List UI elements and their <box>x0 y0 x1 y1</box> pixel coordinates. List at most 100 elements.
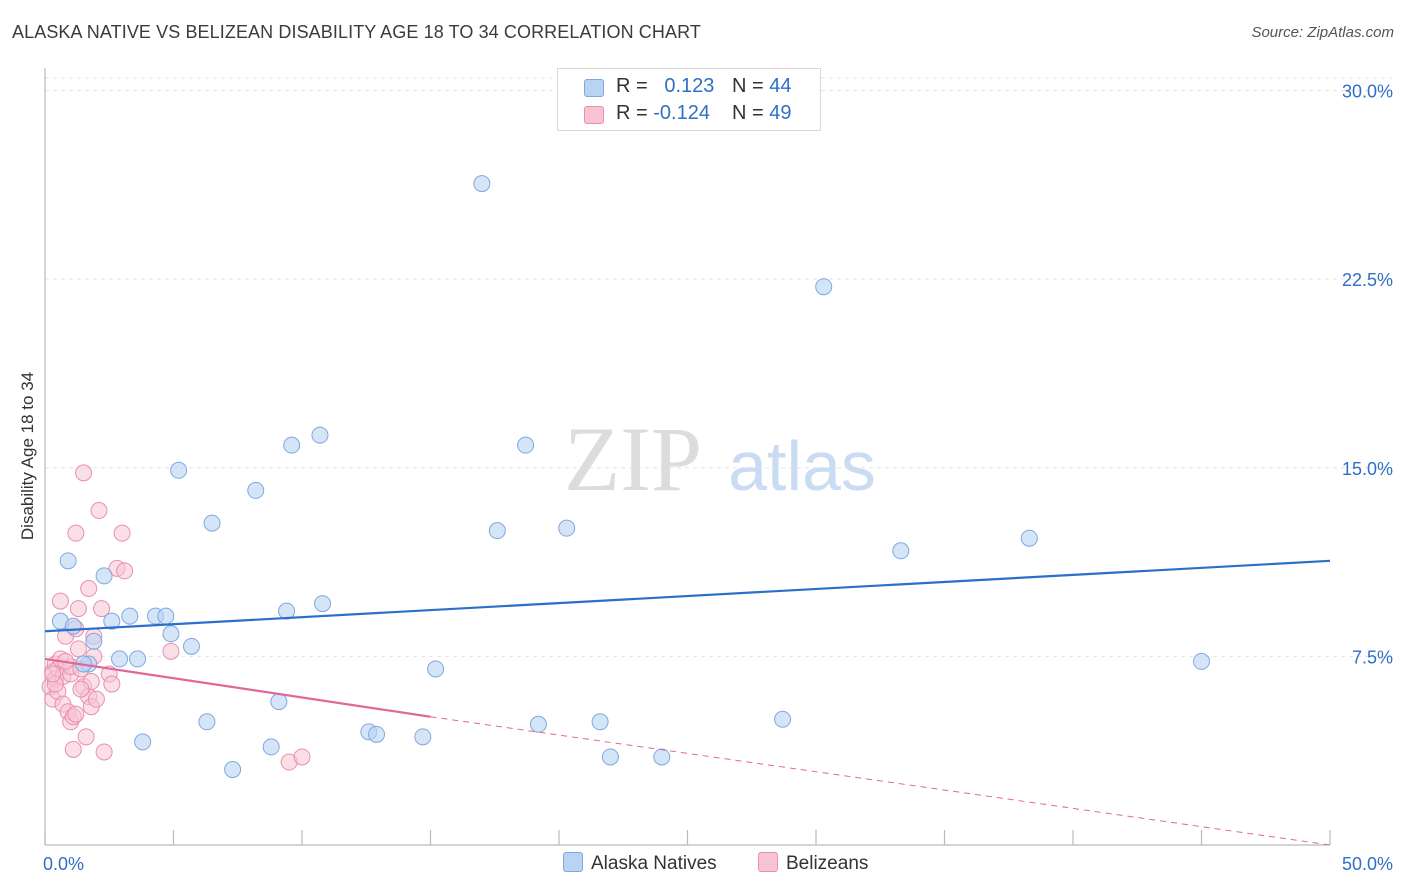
alaska-native-point <box>517 436 535 454</box>
belizean-point <box>69 640 87 658</box>
legend-n-value: 44 <box>769 75 792 97</box>
alaska-native-point <box>1193 652 1210 670</box>
y-tick-label: 7.5% <box>1352 647 1393 667</box>
belizeans-points <box>41 464 311 771</box>
belizean-point <box>95 743 113 761</box>
legend-r-label: R = <box>616 75 648 97</box>
legend-swatch-pink <box>758 852 778 872</box>
legend-label: Belizeans <box>786 853 869 874</box>
belizean-point <box>67 524 85 542</box>
alaska-native-point <box>774 710 792 728</box>
belizean-point <box>77 728 95 746</box>
legend-n-label: N = <box>732 75 764 97</box>
alaska-native-point <box>278 602 296 620</box>
gridlines <box>45 77 1392 657</box>
alaska-native-point <box>157 607 175 625</box>
belizean-point <box>72 680 90 698</box>
belizean-point <box>93 600 111 618</box>
x-tick-label: 0.0% <box>43 854 84 874</box>
legend-r-value: -0.124 <box>653 102 710 124</box>
belizean-point <box>67 705 85 723</box>
alaska-native-point <box>134 733 152 751</box>
alaska-native-point <box>224 761 242 779</box>
alaska-natives-points <box>51 175 1210 779</box>
alaska-natives-trend-line <box>44 559 1331 633</box>
alaska-native-point <box>59 552 77 570</box>
tick-labels: 7.5% 15.0% 22.5% 30.0% 0.0% 50.0% <box>43 82 1393 874</box>
legend-r-text: R = -0.124 <box>616 102 710 125</box>
belizean-point <box>51 592 69 610</box>
alaska-native-point <box>85 632 103 650</box>
belizean-point <box>80 579 98 597</box>
y-tick-label: 30.0% <box>1342 82 1393 102</box>
legend-n-text: N = 49 <box>732 102 792 125</box>
alaska-native-point <box>601 748 619 766</box>
legend-n-label: N = <box>732 102 764 124</box>
alaska-native-point <box>95 567 113 585</box>
belizean-point <box>64 740 82 758</box>
y-tick-label: 15.0% <box>1342 459 1393 479</box>
belizean-point <box>44 665 62 683</box>
legend-item-belizeans: Belizeans <box>758 852 868 875</box>
alaska-native-point <box>247 481 265 499</box>
belizean-point <box>90 502 108 520</box>
alaska-native-point <box>203 514 221 532</box>
belizean-point <box>113 524 131 542</box>
alaska-native-point <box>162 625 180 643</box>
alaska-native-point <box>170 461 188 479</box>
legend-swatch-blue <box>563 852 583 872</box>
chart-title: ALASKA NATIVE VS BELIZEAN DISABILITY AGE… <box>12 22 701 42</box>
belizean-point <box>87 690 105 708</box>
legend-r-value: 0.123 <box>664 75 715 97</box>
alaska-native-point <box>270 693 288 711</box>
alaska-native-point <box>64 617 82 635</box>
legend-swatch-pink <box>584 106 604 124</box>
legend-r-label: R = <box>616 102 648 124</box>
alaska-native-point <box>1020 529 1038 547</box>
alaska-native-point <box>414 728 432 746</box>
alaska-native-point <box>311 426 329 444</box>
alaska-native-point <box>182 637 200 655</box>
legend-n-text: N = 44 <box>732 75 792 98</box>
y-tick-label: 22.5% <box>1342 270 1393 290</box>
belizean-point <box>75 464 93 482</box>
alaska-native-point <box>129 650 147 668</box>
alaska-native-point <box>488 522 506 540</box>
belizean-point <box>293 748 311 766</box>
belizeans-trend-extension <box>430 716 1331 846</box>
alaska-native-point <box>111 650 129 668</box>
belizean-point <box>116 562 134 580</box>
alaska-native-point <box>198 713 216 731</box>
alaska-native-point <box>815 278 833 296</box>
alaska-native-point <box>427 660 445 678</box>
source-label: Source: ZipAtlas.com <box>1251 24 1394 41</box>
alaska-native-point <box>283 436 301 454</box>
watermark-atlas: atlas <box>728 427 876 505</box>
legend-item-alaska-natives: Alaska Natives <box>563 852 717 875</box>
alaska-native-point <box>529 715 547 733</box>
trend-lines <box>44 559 1331 846</box>
correlation-legend: R = 0.123 N = 44 R = -0.124 N = 49 <box>557 68 821 131</box>
belizean-point <box>69 600 87 618</box>
alaska-native-point <box>653 748 671 766</box>
alaska-native-point <box>892 542 910 560</box>
watermark: ZIP atlas <box>564 408 876 510</box>
belizeans-trend-line <box>44 657 431 718</box>
watermark-zip: ZIP <box>564 408 702 510</box>
x-tick-label: 50.0% <box>1342 854 1393 874</box>
axes <box>44 68 1331 846</box>
alaska-native-point <box>262 738 280 756</box>
alaska-native-point <box>314 595 332 613</box>
belizean-point <box>103 675 121 693</box>
legend-n-value: 49 <box>769 102 792 124</box>
alaska-native-point <box>103 612 121 630</box>
alaska-native-point <box>121 607 139 625</box>
alaska-native-point <box>368 725 386 743</box>
alaska-native-point <box>591 713 609 731</box>
alaska-native-point <box>473 175 491 193</box>
alaska-native-point <box>558 519 576 537</box>
belizean-point <box>162 642 180 660</box>
legend-r-text: R = 0.123 <box>616 75 714 98</box>
legend-label: Alaska Natives <box>591 853 717 874</box>
